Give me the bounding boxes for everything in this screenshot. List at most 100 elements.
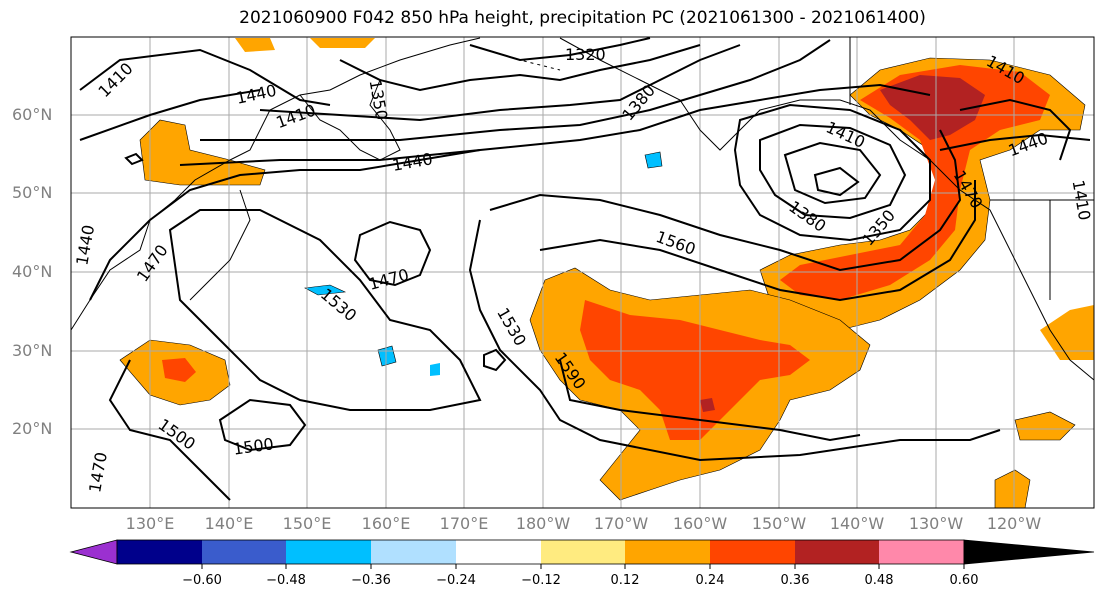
height-contours (79, 37, 1091, 501)
precip-region-central-max (700, 398, 715, 412)
colorbar-extend-max (963, 539, 1095, 565)
precip-region-central-core (580, 300, 810, 440)
plot-frame (70, 36, 1095, 509)
colorbar-tick: −0.12 (521, 573, 561, 588)
colorbar (69, 539, 1095, 569)
lon-label-150w: 150°W (751, 514, 807, 533)
colorbar-segment (371, 540, 456, 564)
contour-label: 1320 (565, 45, 606, 64)
colorbar-tick: −0.60 (182, 573, 222, 588)
contour-tiny-ring (124, 152, 144, 166)
lat-label-50n: 50°N (12, 183, 53, 202)
lat-label-40n: 40°N (12, 262, 53, 281)
contour-label: 1500 (232, 434, 275, 458)
precip-negative-1 (304, 284, 347, 296)
lon-label-170e: 170°E (439, 514, 489, 533)
contour-1530-east (468, 219, 1001, 462)
precip-region-west-south-core (162, 358, 196, 382)
contour-1590-band (539, 180, 976, 302)
precip-negative-3 (644, 151, 663, 169)
colorbar-tick: −0.36 (351, 573, 391, 588)
contour-label: 1410 (94, 59, 136, 101)
contour-label: 1440 (234, 81, 278, 108)
contour-1380 (259, 44, 741, 122)
colorbar-segment (710, 540, 795, 564)
contour-label: 1560 (653, 227, 698, 259)
precip-negative-2 (377, 345, 397, 367)
lon-label-130e: 130°E (125, 514, 175, 533)
coast-asia (71, 37, 481, 331)
colorbar-segment (879, 540, 964, 564)
lon-label-160w: 160°W (672, 514, 728, 533)
lon-label-140e: 140°E (204, 514, 254, 533)
contour-1500-west (108, 359, 231, 501)
contour-low-mid (759, 123, 907, 220)
colorbar-tick: 0.24 (695, 573, 725, 588)
contour-1350 (339, 44, 701, 92)
colorbar-segment (117, 540, 202, 564)
lon-label-120w: 120°W (986, 514, 1042, 533)
precip-region-east-coast (1040, 305, 1094, 360)
lon-label-150e: 150°E (282, 514, 332, 533)
contour-1440-north (79, 89, 261, 141)
precip-region-east-low (1014, 411, 1076, 441)
contour-1470-west (89, 149, 481, 301)
precip-region-west-north (139, 119, 266, 186)
contour-label: 1440 (391, 149, 434, 175)
contour-label: 1380 (618, 81, 659, 124)
contour-small-ring (483, 348, 507, 372)
coast-japan (189, 189, 251, 301)
colorbar-tick: 0.12 (610, 573, 640, 588)
colorbar-tick: 0.48 (864, 573, 894, 588)
lat-label-20n: 20°N (12, 419, 53, 438)
contour-label: 1470 (85, 451, 111, 494)
coast-aleutians (469, 44, 561, 71)
contour-1440-east (939, 133, 1091, 151)
colorbar-tick: 0.36 (780, 573, 810, 588)
colorbar-segment (795, 540, 879, 564)
precip-region-top2 (310, 38, 375, 48)
lon-label-170w: 170°W (593, 514, 649, 533)
colorbar-segment (625, 540, 710, 564)
contour-1470-mid (353, 220, 432, 287)
border-canada (849, 37, 1094, 300)
lon-label-130w: 130°W (908, 514, 964, 533)
precip-region-top (235, 38, 275, 52)
colorbar-segment (541, 540, 625, 564)
contour-1560 (489, 129, 962, 272)
contour-low-core (813, 166, 860, 197)
precip-region-se (994, 469, 1031, 508)
contour-label: 1470 (133, 241, 172, 285)
lat-label-60n: 60°N (12, 105, 53, 124)
lon-label-140w: 140°W (829, 514, 885, 533)
contour-1470-east (959, 98, 1072, 161)
contour-1590 (559, 359, 861, 442)
colorbar-tick: 0.60 (949, 573, 979, 588)
lat-label-30n: 30°N (12, 341, 53, 360)
contour-low-outer (733, 103, 931, 242)
colorbar-extend-min (69, 539, 118, 565)
colorbar-tick: −0.24 (436, 573, 476, 588)
contour-label: 1440 (72, 223, 98, 266)
colorbar-tick: −0.48 (266, 573, 306, 588)
lon-label-160e: 160°E (361, 514, 411, 533)
colorbar-segment (286, 540, 371, 564)
colorbar-segment (456, 540, 541, 564)
contour-1500-ring (218, 398, 307, 452)
lon-label-180w: 180°W (515, 514, 571, 533)
contour-low-inner (783, 141, 882, 205)
precip-region-northeast-core (780, 65, 1050, 300)
contour-1410-north (79, 48, 331, 106)
map-title: 2021060900 F042 850 hPa height, precipit… (239, 8, 926, 28)
map-plot-area: 1410 1440 1410 1350 1320 1380 1440 1410 … (71, 37, 1094, 508)
contour-1530-west (168, 209, 482, 411)
contour-label: 1410 (1069, 178, 1095, 221)
contour-1410-mid (200, 39, 831, 141)
contour-label: 1530 (493, 304, 530, 349)
contour-label: 1470 (367, 265, 411, 294)
contour-1320 (469, 37, 651, 62)
precip-negative-4 (430, 363, 440, 376)
colorbar-segment (202, 540, 286, 564)
contour-1440-mid (179, 83, 931, 166)
